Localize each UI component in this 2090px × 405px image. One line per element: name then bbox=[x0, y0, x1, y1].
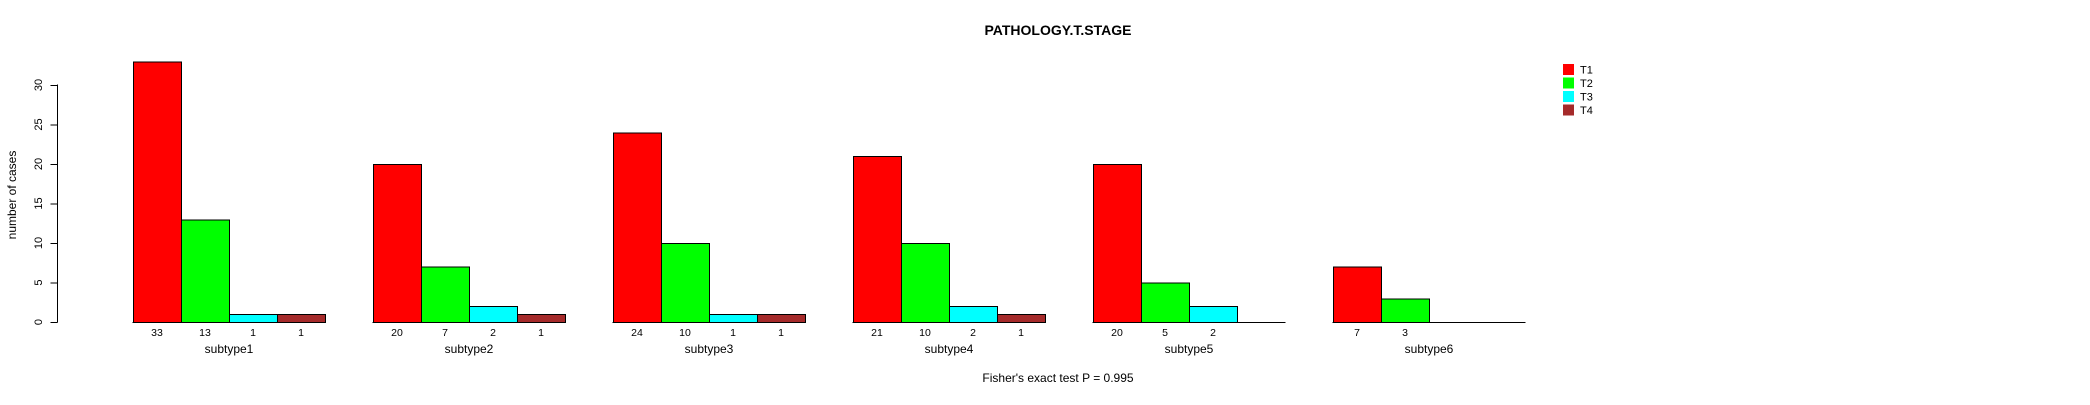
legend-label-T2: T2 bbox=[1580, 78, 1593, 90]
bar-T3-subtype2 bbox=[469, 306, 518, 324]
bar-T2-subtype4 bbox=[901, 243, 950, 323]
bar-value-label-T1-subtype2: 20 bbox=[391, 327, 403, 339]
category-label-subtype3: subtype3 bbox=[685, 342, 734, 356]
bar-value-label-T1-subtype1: 33 bbox=[151, 327, 163, 339]
bar-value-label-T4-subtype4: 1 bbox=[1018, 327, 1024, 339]
bar-value-label-T2-subtype4: 10 bbox=[919, 327, 931, 339]
y-tick-label: 10 bbox=[33, 237, 45, 249]
bar-T3-subtype3 bbox=[709, 314, 758, 324]
category-label-subtype4: subtype4 bbox=[925, 342, 974, 356]
bar-value-label-T3-subtype2: 2 bbox=[490, 327, 496, 339]
category-label-subtype6: subtype6 bbox=[1405, 342, 1454, 356]
legend-label-T1: T1 bbox=[1580, 65, 1593, 77]
bar-value-label-T3-subtype3: 1 bbox=[730, 327, 736, 339]
category-label-subtype2: subtype2 bbox=[445, 342, 494, 356]
bar-value-label-T1-subtype3: 24 bbox=[631, 327, 643, 339]
bar-value-label-T3-subtype4: 2 bbox=[970, 327, 976, 339]
bar-T3-subtype5 bbox=[1189, 306, 1238, 324]
legend-swatch-T4 bbox=[1563, 104, 1574, 116]
category-label-subtype5: subtype5 bbox=[1165, 342, 1214, 356]
bar-value-label-T3-subtype5: 2 bbox=[1210, 327, 1216, 339]
bar-group-subtype5: 20 5 2 subtype5 bbox=[1092, 164, 1286, 356]
bar-value-label-T2-subtype1: 13 bbox=[199, 327, 211, 339]
bar-T2-subtype2 bbox=[421, 266, 470, 324]
bar-T4-subtype2 bbox=[517, 314, 566, 324]
y-axis: 0 5 10 15 20 25 30 bbox=[33, 79, 58, 325]
y-tick-label: 20 bbox=[33, 158, 45, 170]
bar-T4-subtype4 bbox=[997, 314, 1046, 324]
bar-value-label-T4-subtype1: 1 bbox=[298, 327, 304, 339]
bar-T1-subtype2 bbox=[373, 164, 422, 323]
bar-T2-subtype5 bbox=[1141, 282, 1190, 323]
bar-T4-subtype1 bbox=[277, 314, 326, 324]
bar-T2-subtype1 bbox=[181, 219, 230, 323]
bar-T1-subtype1 bbox=[133, 61, 182, 324]
bar-T1-subtype4 bbox=[853, 156, 902, 323]
bar-value-label-T4-subtype2: 1 bbox=[538, 327, 544, 339]
bar-group-subtype1: 33 13 1 1 subtype1 bbox=[132, 61, 326, 356]
legend-swatch-T3 bbox=[1563, 91, 1574, 102]
bar-group-subtype2: 20 7 2 1 subtype2 bbox=[372, 164, 566, 356]
bar-T4-subtype3 bbox=[757, 314, 806, 324]
fisher-test-annotation: Fisher's exact test P = 0.995 bbox=[982, 371, 1133, 385]
legend-swatch-T1 bbox=[1563, 64, 1574, 75]
bar-value-label-T2-subtype3: 10 bbox=[679, 327, 691, 339]
bar-value-label-T3-subtype1: 1 bbox=[250, 327, 256, 339]
bar-T1-subtype6 bbox=[1333, 266, 1382, 324]
category-label-subtype1: subtype1 bbox=[205, 342, 254, 356]
bar-group-subtype3: 24 10 1 1 subtype3 bbox=[612, 132, 806, 356]
chart-title: PATHOLOGY.T.STAGE bbox=[984, 22, 1131, 38]
bar-value-label-T2-subtype2: 7 bbox=[442, 327, 448, 339]
legend-swatch-T2 bbox=[1563, 77, 1574, 89]
bar-value-label-T1-subtype4: 21 bbox=[871, 327, 883, 339]
bar-value-label-T1-subtype6: 7 bbox=[1354, 327, 1360, 339]
y-tick-label: 5 bbox=[33, 279, 45, 285]
bar-value-label-T4-subtype3: 1 bbox=[778, 327, 784, 339]
bar-value-label-T2-subtype5: 5 bbox=[1162, 327, 1168, 339]
bar-value-label-T2-subtype6: 3 bbox=[1402, 327, 1408, 339]
y-tick-label: 25 bbox=[33, 118, 45, 130]
y-axis-label: number of cases bbox=[5, 151, 19, 240]
y-tick-label: 30 bbox=[33, 79, 45, 91]
bar-T2-subtype6 bbox=[1381, 298, 1430, 323]
legend-label-T3: T3 bbox=[1580, 92, 1593, 104]
legend-label-T4: T4 bbox=[1580, 105, 1593, 117]
bar-T2-subtype3 bbox=[661, 243, 710, 323]
bar-value-label-T1-subtype5: 20 bbox=[1111, 327, 1123, 339]
bar-group-subtype6: 7 3 subtype6 bbox=[1332, 266, 1526, 356]
y-tick-label: 15 bbox=[33, 197, 45, 209]
bar-T1-subtype5 bbox=[1093, 164, 1142, 323]
bar-T1-subtype3 bbox=[613, 132, 662, 323]
bar-T3-subtype4 bbox=[949, 306, 998, 324]
y-tick-label: 0 bbox=[33, 319, 45, 325]
bar-T3-subtype1 bbox=[229, 314, 278, 324]
